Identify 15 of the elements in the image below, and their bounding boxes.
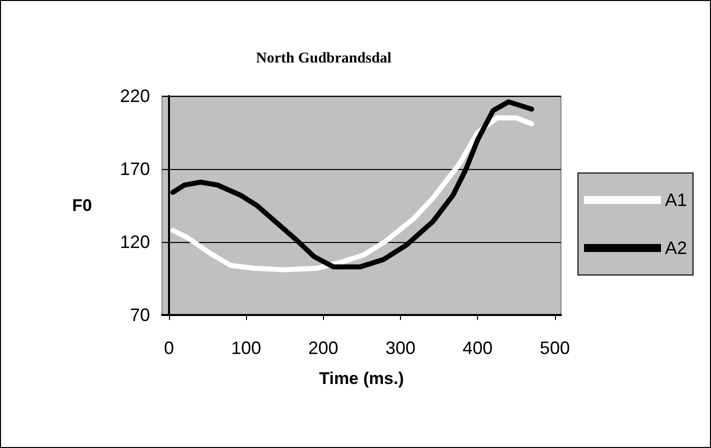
y-tick-label: 220 <box>120 86 150 106</box>
x-tick-label: 0 <box>164 338 174 358</box>
legend-label: A2 <box>665 238 688 258</box>
x-tick-label: 400 <box>462 338 493 358</box>
x-axis-title: Time (ms.) <box>319 369 404 388</box>
x-tick-label: 500 <box>540 338 570 358</box>
x-tick-label: 200 <box>308 338 338 358</box>
x-tick-label: 100 <box>231 338 262 358</box>
legend-label: A1 <box>665 190 688 210</box>
chart-title: North Gudbrandsdal <box>256 50 392 66</box>
y-tick-label: 120 <box>120 232 150 252</box>
y-tick-label: 70 <box>130 305 150 325</box>
y-tick-label: 170 <box>120 159 150 179</box>
y-axis-title: F0 <box>72 196 92 215</box>
x-tick-label: 300 <box>385 338 416 358</box>
